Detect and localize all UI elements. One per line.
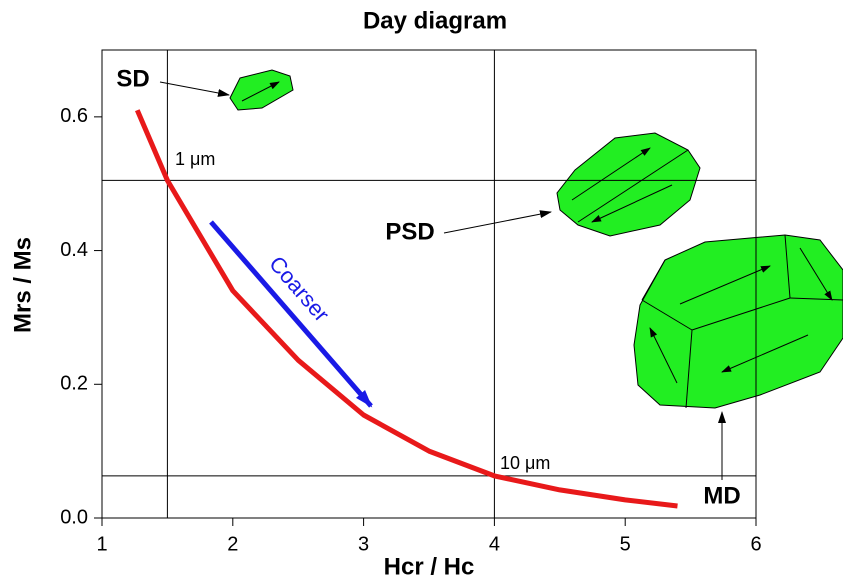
annotation-arrow — [443, 210, 552, 234]
annotation: PSD — [385, 218, 434, 245]
annotation-arrow — [159, 81, 230, 97]
md-grain — [633, 234, 843, 409]
x-tick-label: 2 — [227, 533, 238, 555]
y-tick-label: 0.0 — [60, 506, 88, 528]
psd-grain — [556, 132, 701, 237]
sd-grain — [229, 69, 294, 111]
annotation: Coarser — [264, 251, 334, 326]
size-label: 10 μm — [500, 453, 550, 473]
annotation: MD — [703, 482, 740, 509]
curve — [135, 109, 678, 509]
x-tick-label: 4 — [489, 533, 500, 555]
plot-frame — [101, 49, 757, 519]
annotation: SD — [116, 65, 149, 92]
y-tick-label: 0.6 — [60, 105, 88, 127]
y-tick-label: 0.4 — [60, 239, 88, 261]
y-axis-label: Mrs / Ms — [9, 237, 36, 333]
y-tick-label: 0.2 — [60, 373, 88, 395]
x-tick-label: 6 — [750, 533, 761, 555]
x-tick-label: 1 — [96, 533, 107, 555]
trend-arrow — [209, 220, 373, 408]
chart-title: Day diagram — [363, 7, 507, 34]
x-axis-label: Hcr / Hc — [384, 553, 475, 580]
x-tick-label: 3 — [358, 533, 369, 555]
x-tick-label: 5 — [620, 533, 631, 555]
size-label: 1 μm — [175, 149, 215, 169]
